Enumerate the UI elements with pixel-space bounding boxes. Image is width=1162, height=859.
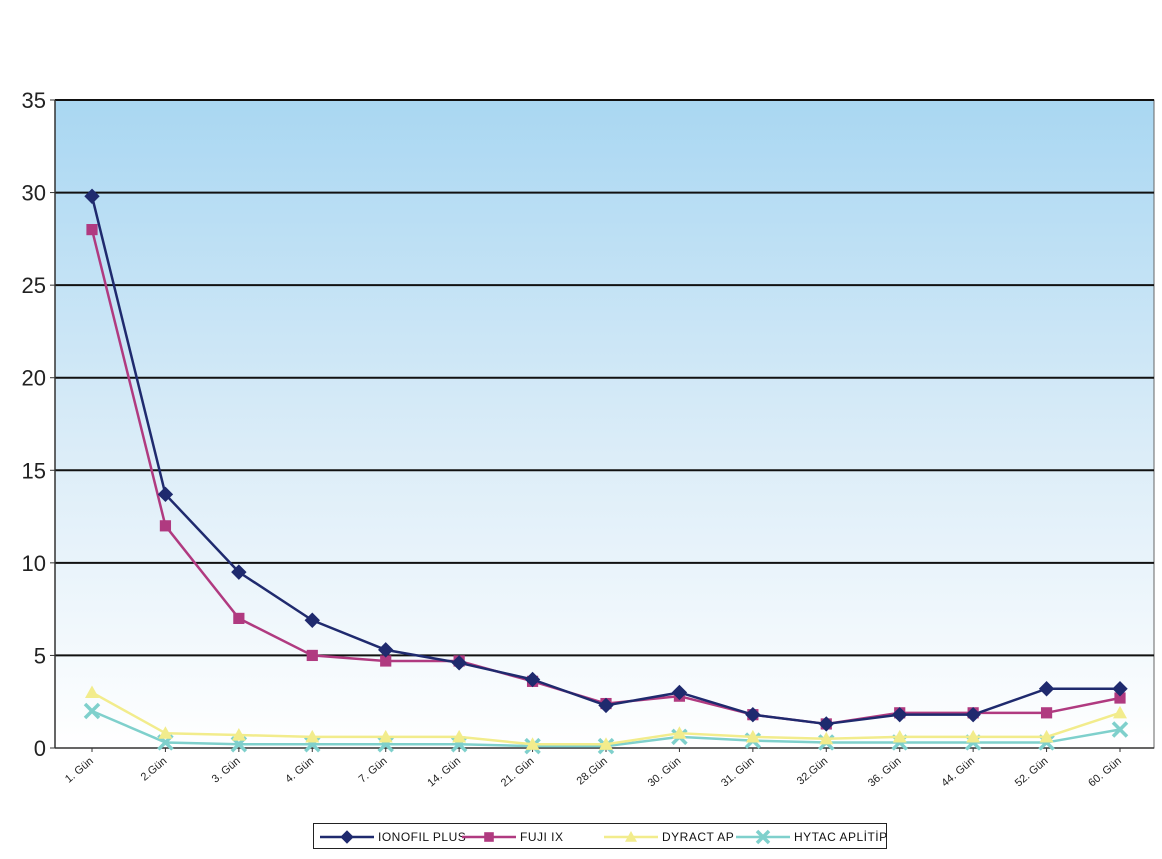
data-point	[818, 716, 834, 732]
gridlines	[55, 99, 1154, 657]
series-2	[85, 685, 1127, 750]
y-tick-label: 10	[22, 551, 46, 576]
data-point	[745, 729, 760, 743]
x-tick-label: 3. Gün	[210, 755, 243, 785]
y-tick-label: 30	[22, 181, 46, 206]
data-point	[157, 486, 174, 503]
y-tick-label: 0	[34, 736, 46, 761]
data-point	[599, 737, 613, 750]
data-point	[233, 612, 245, 624]
legend-label: DYRACT AP	[662, 830, 734, 844]
data-point	[1111, 721, 1129, 738]
x-tick-label: 60. Gün	[1086, 755, 1124, 789]
legend-marker	[755, 829, 771, 845]
y-tick-label: 35	[22, 88, 46, 113]
legend-marker	[484, 832, 494, 842]
data-point	[452, 729, 467, 743]
data-point	[231, 564, 247, 580]
data-point	[380, 655, 392, 667]
x-axis: 1. Gün 2.Gün 3. Gün 4. Gün 7. Gün 14. Gün 21. …	[55, 747, 1154, 789]
y-tick-label: 5	[34, 643, 46, 668]
data-point	[525, 737, 540, 750]
plot-area	[54, 99, 1155, 749]
legend-label: FUJI IX	[520, 830, 564, 844]
data-point	[1112, 681, 1128, 697]
data-point	[83, 702, 101, 720]
data-point	[672, 726, 687, 739]
y-tick-label: 20	[22, 366, 46, 391]
data-point	[1040, 707, 1053, 719]
data-point	[84, 188, 100, 204]
data-point	[671, 684, 688, 701]
x-tick-label: 52. Gün	[1013, 755, 1051, 789]
data-point	[1039, 729, 1054, 743]
legend-entry: IONOFIL PLUS	[320, 830, 466, 844]
data-point	[1114, 692, 1126, 704]
data-point	[598, 697, 614, 714]
data-point	[965, 706, 981, 723]
data-point	[305, 729, 320, 743]
data-point	[524, 671, 541, 688]
data-point	[159, 520, 172, 532]
data-point	[85, 685, 99, 699]
data-point	[306, 649, 318, 662]
data-point	[1113, 705, 1127, 719]
x-tick-label: 28.Gün	[575, 755, 610, 787]
legend-label: IONOFIL PLUS	[378, 830, 466, 844]
x-tick-label: 31. Gün	[719, 755, 757, 789]
x-tick-label: 4. Gün	[283, 755, 316, 785]
x-tick-label: 1. Gün	[63, 755, 96, 785]
legend-entries: IONOFIL PLUS FUJI IX DYRACT AP HYTAC APLİTİ…	[320, 829, 888, 845]
y-tick-label: 25	[22, 273, 46, 298]
y-tick-label: 15	[22, 458, 46, 483]
x-tick-label: 21. Gün	[499, 755, 537, 789]
data-point	[819, 731, 834, 745]
x-tick-label: 44. Gün	[939, 755, 977, 789]
data-point	[892, 729, 907, 743]
x-tick-label: 30. Gün	[646, 755, 684, 789]
legend: IONOFIL PLUS FUJI IX DYRACT AP HYTAC APLİTİ…	[313, 823, 887, 849]
data-point	[158, 726, 173, 739]
legend-entry: DYRACT AP	[604, 830, 734, 844]
x-tick-label: 7. Gün	[357, 755, 390, 785]
legend-marker	[340, 830, 354, 844]
data-point	[1038, 681, 1055, 697]
x-tick-label: 32.Gün	[795, 755, 830, 787]
data-point	[378, 642, 394, 658]
x-tick-label: 2.Gün	[139, 755, 170, 783]
data-point	[966, 729, 981, 743]
data-point	[304, 612, 320, 628]
data-point	[745, 706, 761, 723]
legend-entry: FUJI IX	[462, 830, 564, 844]
x-tick-label: 36. Gün	[866, 755, 904, 789]
data-point	[378, 729, 393, 743]
x-tick-label: 14. Gün	[425, 755, 463, 789]
legend-label: HYTAC APLİTİP	[794, 830, 888, 844]
y-axis: 0 5 10 15 20 25 30 35	[22, 88, 56, 761]
data-point	[451, 655, 467, 671]
series-0	[84, 188, 1128, 732]
legend-marker	[625, 831, 637, 842]
series-lines	[83, 188, 1129, 755]
data-point	[86, 224, 98, 236]
data-point	[231, 728, 246, 741]
legend-entry: HYTAC APLİTİP	[736, 829, 888, 845]
data-point	[892, 706, 908, 723]
